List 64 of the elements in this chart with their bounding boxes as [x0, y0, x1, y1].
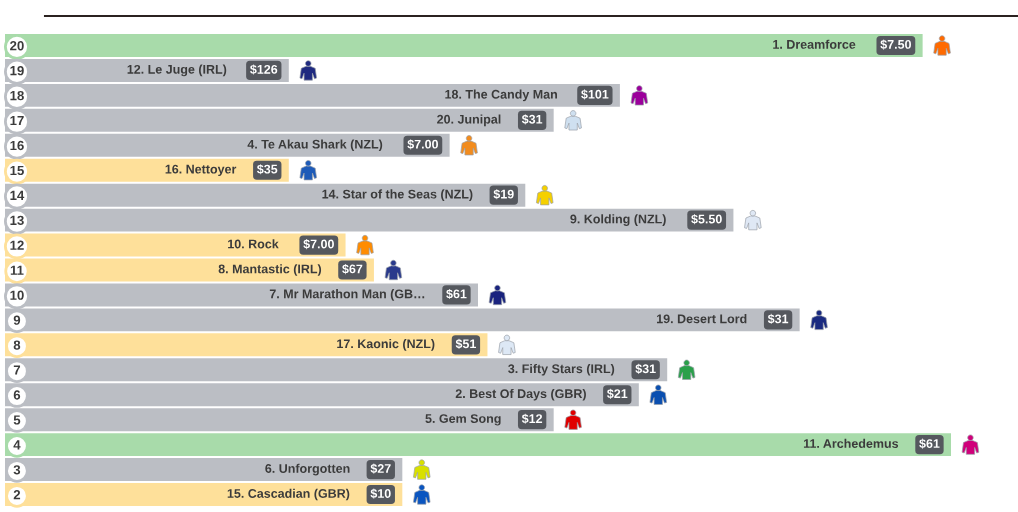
annotation: $31	[767, 313, 789, 325]
annotation: $35	[257, 164, 278, 175]
annotation: 11. Archedemus	[803, 438, 899, 448]
annotation: $27	[370, 463, 391, 474]
y-tick-label: 16	[10, 140, 24, 151]
bar	[5, 358, 668, 382]
annotation: 7. Mr Marathon Man (GB…	[269, 289, 425, 301]
y-tick-label: 6	[13, 390, 21, 400]
annotation: 18. The Candy Man	[445, 89, 557, 102]
annotation: $126	[250, 64, 278, 75]
bar	[5, 283, 478, 307]
annotation: $31	[521, 114, 543, 125]
annotation: $61	[446, 288, 467, 300]
annotation: $7.00	[407, 139, 438, 150]
annotation: 19. Desert Lord	[657, 314, 747, 324]
annotation: 1. Dreamforce	[773, 39, 856, 49]
annotation: 12. Le Juge (IRL)	[127, 64, 227, 77]
annotation: 17. Kaonic (NZL)	[337, 339, 435, 351]
y-tick-label: 4	[13, 440, 21, 450]
annotation: 20. Junipal	[437, 114, 501, 127]
annotation: 10. Rock	[228, 239, 279, 249]
annotation: $61	[919, 438, 940, 449]
y-tick-label: 12	[10, 240, 24, 250]
y-tick-label: 15	[10, 165, 24, 176]
y-tick-label: 11	[10, 265, 24, 275]
annotation: 2. Best Of Days (GBR)	[455, 388, 586, 401]
y-tick-label: 17	[10, 116, 24, 126]
annotation: 5. Gem Song	[425, 414, 501, 426]
y-tick-label: 7	[13, 365, 21, 375]
bar	[5, 458, 403, 482]
y-tick-label: 5	[13, 415, 21, 425]
annotation: $101	[581, 89, 609, 100]
annotation: $5.50	[691, 214, 722, 225]
annotation: 8. Mantastic (IRL)	[218, 264, 322, 276]
annotation: $31	[635, 363, 656, 374]
y-tick-label: 13	[10, 215, 24, 226]
y-tick-label: 2	[13, 490, 21, 500]
y-tick-label: 18	[10, 90, 24, 101]
y-tick-label: 8	[13, 340, 21, 350]
annotation: 15. Cascadian (GBR)	[227, 488, 350, 501]
annotation: $51	[455, 338, 476, 349]
annotation: 16. Nettoyer	[165, 164, 237, 177]
bar	[5, 183, 526, 207]
bar	[5, 433, 951, 457]
bar	[5, 333, 488, 357]
annotation: 9. Kolding (NZL)	[570, 214, 666, 226]
annotation: $7.00	[303, 239, 334, 250]
annotation: $7.50	[880, 39, 911, 50]
bar	[5, 34, 923, 57]
annotation: 4. Te Akau Shark (NZL)	[247, 139, 383, 152]
y-tick-label: 3	[13, 465, 21, 475]
annotation: $67	[342, 263, 363, 275]
y-tick-label: 19	[10, 65, 24, 76]
annotation: 14. Star of the Seas (NZL)	[322, 189, 473, 201]
annotation: 6. Unforgotten	[265, 463, 350, 476]
annotation: $21	[607, 388, 628, 399]
annotation: 3. Fifty Stars (IRL)	[508, 363, 615, 376]
annotation: $10	[370, 488, 391, 499]
y-tick-label: 10	[10, 290, 24, 300]
y-tick-label: 14	[10, 190, 25, 200]
y-tick-label: 20	[10, 41, 24, 51]
y-tick-label: 9	[13, 315, 21, 325]
annotation: $19	[493, 189, 514, 200]
annotation: $12	[521, 413, 543, 424]
